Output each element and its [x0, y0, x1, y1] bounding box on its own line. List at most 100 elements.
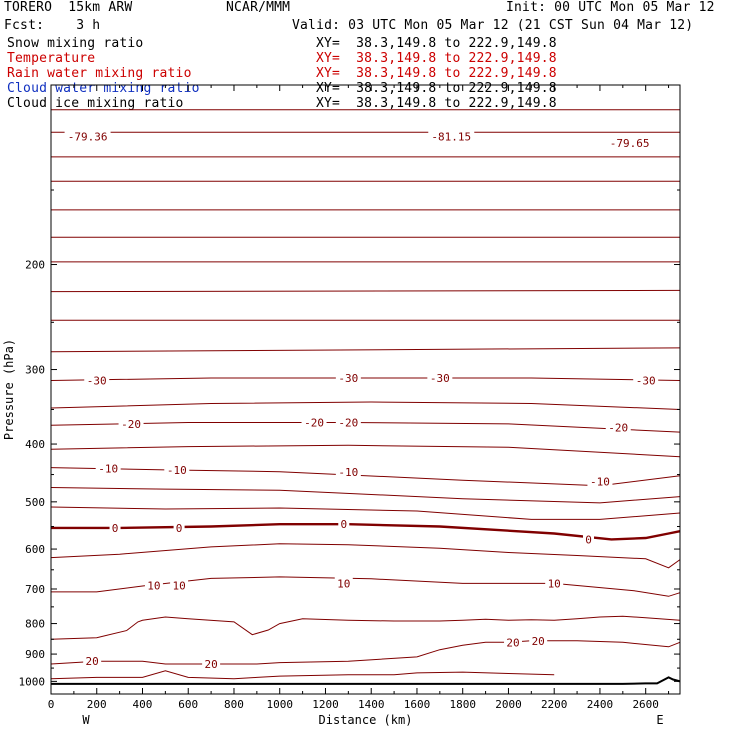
isotherm-label-bg [109, 521, 121, 534]
x-tick-label: 2000 [495, 698, 522, 711]
isotherm-label: 10 [548, 577, 561, 590]
isotherm-label-bg [83, 655, 102, 668]
isotherm-line [51, 576, 681, 597]
header: TORERO 15km ARW NCAR/MMM Init: 00 UTC Mo… [0, 0, 740, 120]
isotherm-label-bg [144, 579, 163, 592]
isotherm-label-bg [605, 421, 631, 434]
isotherm-line [50, 543, 681, 569]
x-end-label-west: W [82, 713, 90, 727]
y-tick-label: 500 [25, 496, 45, 509]
y-tick-label: 200 [25, 259, 45, 272]
x-tick-label: 0 [48, 698, 55, 711]
y-tick-label: 1000 [19, 675, 46, 688]
isotherm-label: 20 [506, 636, 519, 649]
isotherm-label: -20 [121, 418, 141, 431]
isotherm-label-bg [587, 475, 613, 488]
isotherm-label: 0 [585, 533, 592, 546]
isotherm-line [50, 467, 681, 487]
isotherm-label: -10 [338, 466, 358, 479]
isotherm-label: -10 [167, 464, 187, 477]
isotherm-label: -20 [608, 421, 628, 434]
isotherm-label: 20 [532, 635, 545, 648]
y-tick-label: 400 [25, 438, 45, 451]
x-tick-label: 2400 [587, 698, 614, 711]
isotherm-label: 10 [337, 577, 350, 590]
isotherm-line [50, 487, 681, 504]
field-xy-temperature: XY= 38.3,149.8 to 222.9,149.8 [316, 51, 557, 66]
top-value-label: -79.65 [610, 137, 650, 150]
isotherm-label-bg [633, 374, 659, 387]
y-tick-label: 700 [25, 583, 45, 596]
x-tick-label: 1400 [358, 698, 385, 711]
x-tick-label: 1600 [404, 698, 431, 711]
x-axis-label: Distance (km) [319, 713, 413, 727]
forecast-hour: Fcst: 3 h [4, 18, 101, 33]
x-tick-label: 1800 [449, 698, 476, 711]
isotherm-label: -20 [304, 416, 324, 429]
y-tick-label: 600 [25, 543, 45, 556]
isotherm-line [50, 615, 681, 640]
contour-labels: -30 -30 -30 -30 -20 -20 -20 -20 -10 -10 -10 -10 0 0 0 0… [64, 130, 659, 671]
isotherm-label: 20 [204, 658, 217, 671]
x-tick-label: 400 [133, 698, 153, 711]
init-time: Init: 00 UTC Mon 05 Mar 12 [506, 0, 715, 15]
isotherm-label-bg [170, 579, 189, 592]
field-label-rain: Rain water mixing ratio [7, 66, 192, 81]
isotherm-line [50, 422, 681, 433]
x-tick-label: 600 [178, 698, 198, 711]
x-tick-label: 2600 [632, 698, 659, 711]
isotherm-label-bg [301, 416, 327, 429]
isotherm-label: 0 [176, 522, 183, 535]
isotherm-label-bg [202, 657, 221, 670]
field-xy-cloud-ice: XY= 38.3,149.8 to 222.9,149.8 [316, 96, 557, 111]
y-tick-label: 900 [25, 648, 45, 661]
top-value-label-bg [428, 130, 475, 143]
center-label: NCAR/MMM [226, 0, 291, 15]
model-title: TORERO 15km ARW [4, 0, 133, 15]
isotherm-line [50, 377, 681, 381]
field-label-snow: Snow mixing ratio [7, 36, 144, 51]
axis-ticks: 0 200 400 600 800 1000 1200 1400 1600 1800 2000 220… [19, 85, 680, 711]
field-xy-rain: XY= 38.3,149.8 to 222.9,149.8 [316, 66, 557, 81]
isotherm-line [50, 289, 681, 293]
isotherm-line [50, 444, 681, 458]
isotherm-lines [50, 109, 681, 680]
top-value-label-bg [64, 130, 111, 143]
x-tick-label: 1000 [266, 698, 293, 711]
field-label-cloud-ice: Cloud ice mixing ratio [7, 96, 184, 111]
isotherm-line [50, 506, 681, 520]
x-tick-label: 200 [87, 698, 107, 711]
y-tick-label: 300 [25, 364, 45, 377]
isotherm-label-bg [338, 518, 350, 531]
top-value-label: -81.15 [431, 131, 471, 144]
isotherm-label: -20 [338, 416, 358, 429]
isotherm-label-bg [334, 577, 353, 590]
isotherm-line [50, 401, 681, 410]
isotherm-line [50, 347, 681, 353]
isotherm-label-bg [427, 372, 453, 385]
isotherm-label: 20 [86, 655, 99, 668]
isotherm-label: -30 [338, 372, 358, 385]
isotherm-label-bg [583, 533, 595, 546]
field-xy-snow: XY= 38.3,149.8 to 222.9,149.8 [316, 36, 557, 51]
isotherm-label-bg [335, 466, 361, 479]
isotherm-label: -10 [98, 463, 118, 476]
x-tick-label: 1200 [312, 698, 339, 711]
isotherm-label: 0 [112, 522, 119, 535]
isotherm-label-bg [504, 636, 523, 649]
field-label-temperature: Temperature [7, 51, 96, 66]
plot-frame [50, 84, 681, 695]
valid-time: Valid: 03 UTC Mon 05 Mar 12 (21 CST Sun … [292, 18, 694, 33]
isotherm-label-bg [173, 521, 185, 534]
isotherm-label-bg [335, 372, 361, 385]
x-end-label-east: E [656, 713, 663, 727]
isotherm-label-bg [335, 416, 361, 429]
isotherm-label-bg [84, 374, 110, 387]
y-axis-label: Pressure (hPa) [2, 339, 16, 440]
isotherm-label-bg [164, 463, 190, 476]
isotherm-label-bg [529, 634, 548, 647]
isotherm-label: -30 [430, 372, 450, 385]
isotherm-line [50, 670, 555, 680]
x-tick-label: 2200 [541, 698, 568, 711]
